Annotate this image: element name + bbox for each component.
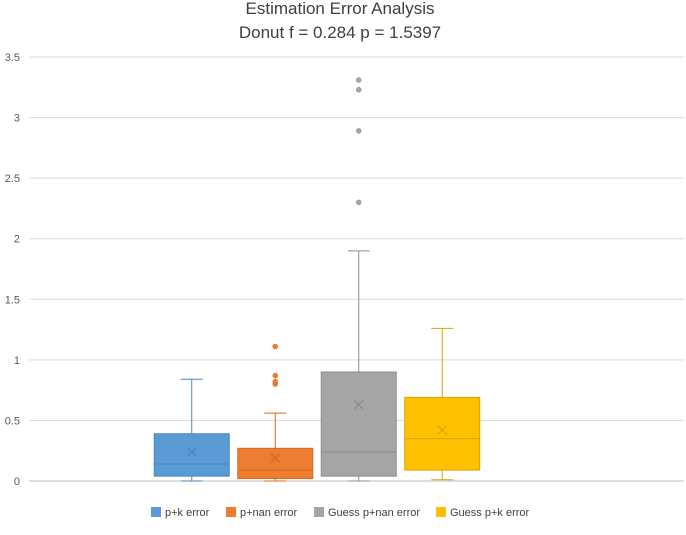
outlier-point (356, 77, 362, 83)
y-tick-label: 0 (14, 476, 20, 488)
legend-label: Guess p+k error (450, 507, 530, 519)
legend-item-2: p+nan error (226, 507, 298, 519)
legend-item-4: Guess p+k error (436, 507, 530, 519)
mean-marker (437, 425, 448, 436)
legend-swatch (314, 507, 324, 517)
y-tick-label: 3.5 (5, 52, 20, 64)
legend-swatch (151, 507, 161, 517)
box-4 (404, 327, 481, 481)
y-tick-label: 1 (14, 355, 20, 367)
outlier-point (272, 372, 278, 379)
mean-marker (186, 447, 197, 457)
legend-label: Guess p+nan error (328, 507, 420, 519)
outlier-point (272, 378, 278, 385)
gridlines (29, 56, 684, 482)
outlier-point (272, 343, 278, 350)
box-1 (153, 378, 230, 482)
chart-title: Estimation Error Analysis (246, 0, 435, 18)
outlier-point (356, 199, 362, 206)
legend-item-3: Guess p+nan error (314, 507, 420, 519)
legend: p+k error p+nan error Guess p+nan error Gue… (151, 507, 530, 519)
legend-swatch (226, 507, 236, 517)
box-iqr (320, 371, 397, 477)
y-axis-tick-labels: 0 0.5 1 1.5 2 2.5 3 3.5 (5, 52, 20, 488)
legend-swatch (436, 507, 446, 517)
box-3 (320, 77, 397, 482)
outlier-point (356, 128, 362, 134)
legend-label: p+k error (165, 507, 210, 519)
box-iqr (153, 433, 230, 477)
y-tick-label: 2.5 (5, 173, 20, 185)
box-2 (237, 343, 314, 482)
y-tick-label: 2 (14, 234, 20, 246)
box-plot-series (153, 77, 481, 482)
y-tick-label: 3 (14, 113, 20, 125)
mean-marker (270, 453, 281, 463)
y-tick-label: 0.5 (5, 415, 20, 427)
legend-label: p+nan error (240, 507, 298, 519)
y-tick-label: 1.5 (5, 294, 20, 306)
legend-item-1: p+k error (151, 507, 210, 519)
chart-subtitle: Donut f = 0.284 p = 1.5397 (239, 23, 441, 42)
box-iqr (237, 447, 314, 480)
mean-marker (353, 399, 364, 410)
outlier-point (356, 86, 362, 93)
box-iqr (404, 396, 481, 471)
